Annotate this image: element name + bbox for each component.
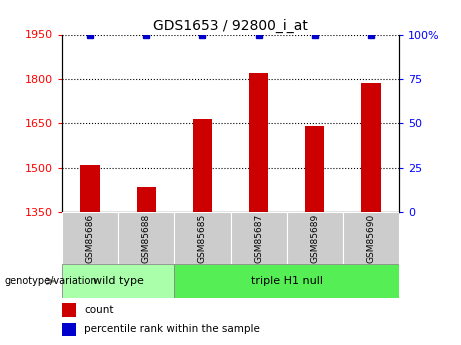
Bar (62, 303, 76, 317)
Bar (174, 212, 230, 264)
Text: percentile rank within the sample: percentile rank within the sample (84, 325, 260, 334)
Bar (361, 83, 380, 212)
Bar (62, 323, 76, 336)
Title: GDS1653 / 92800_i_at: GDS1653 / 92800_i_at (153, 19, 308, 33)
Text: GSM85686: GSM85686 (86, 214, 95, 263)
Bar (305, 126, 325, 212)
Text: GSM85689: GSM85689 (310, 214, 319, 263)
Bar (249, 73, 268, 212)
Bar (230, 212, 287, 264)
Bar (193, 119, 212, 212)
Text: triple H1 null: triple H1 null (251, 276, 323, 286)
Bar (174, 264, 399, 298)
Bar (81, 165, 100, 212)
Text: GSM85688: GSM85688 (142, 214, 151, 263)
Text: wild type: wild type (93, 276, 144, 286)
Text: count: count (84, 305, 113, 315)
Bar (118, 212, 174, 264)
Text: GSM85685: GSM85685 (198, 214, 207, 263)
Bar (287, 212, 343, 264)
Text: genotype/variation: genotype/variation (5, 276, 97, 286)
Bar (136, 187, 156, 212)
Text: GSM85687: GSM85687 (254, 214, 263, 263)
Bar (62, 212, 118, 264)
Text: GSM85690: GSM85690 (366, 214, 375, 263)
Bar (343, 212, 399, 264)
Bar (62, 264, 174, 298)
